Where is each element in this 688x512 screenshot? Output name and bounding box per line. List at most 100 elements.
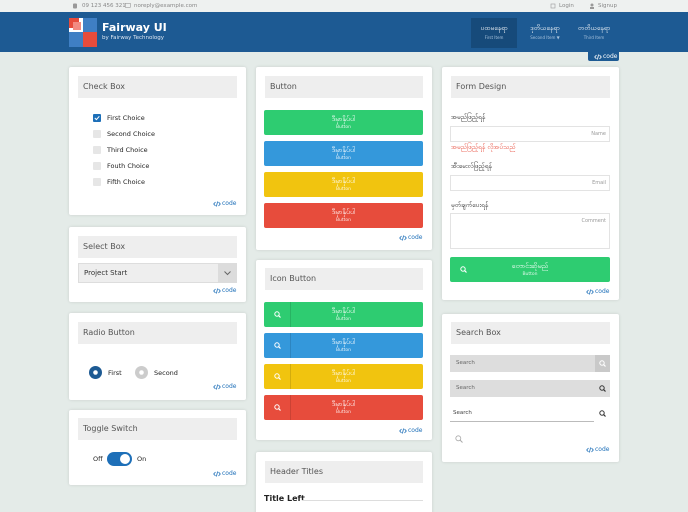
code-link[interactable]: code [408,234,423,241]
button[interactable] [264,302,423,327]
button[interactable] [264,172,423,197]
checkbox[interactable] [93,130,101,138]
button[interactable] [264,364,423,389]
button-label: ဒီမှာနှိပ်ပါ [331,307,356,315]
search-icon [274,404,281,411]
search-placeholder: Search [456,360,475,366]
search-button[interactable] [595,355,610,372]
nav-label[interactable]: တတိယနေရာ [577,24,611,32]
toggle-on: On [137,455,147,463]
email: noreply@example.com [134,3,198,9]
search-input[interactable] [450,405,594,422]
submit-button[interactable] [450,257,610,282]
search-icon [599,360,606,367]
button-sub: Button [335,187,352,192]
card-title: Check Box [78,76,237,98]
button-sub: Button [335,317,352,322]
code-link[interactable]: code [408,427,423,434]
form-label: မှတ်ချက်ပေးရန် [451,201,489,209]
card-title: Icon Button [265,268,423,290]
checkbox-label[interactable]: Third Choice [107,146,148,154]
search-icon [274,311,281,318]
logo [69,18,97,47]
signup[interactable]: Signup [598,3,617,9]
button-label: ဒီမှာနှိပ်ပါ [331,208,356,216]
card-title: Button [265,76,423,98]
search-icon [599,385,606,392]
card-title: Form Design [451,76,610,98]
code-link[interactable]: code [222,470,237,477]
code-icon [586,289,594,295]
checkbox-label[interactable]: Fifth Choice [107,178,145,186]
form-error: အမည်ဖြည့်ရန် လိုအပ်သည် [451,143,516,151]
button[interactable] [264,203,423,228]
icon-divider [290,302,291,327]
search-input[interactable] [450,355,610,372]
input[interactable] [450,175,610,191]
header [0,12,688,52]
button[interactable] [264,395,423,420]
code-icon [213,384,221,390]
button-label: ဒီမှာနှိပ်ပါ [331,369,356,377]
radio-label[interactable]: First [108,369,122,377]
search-icon [274,373,281,380]
code-button [588,52,619,61]
checkbox-label[interactable]: Fouth Choice [107,162,150,170]
icon-divider [290,364,291,389]
code-link[interactable]: code [595,446,610,453]
checkbox[interactable] [93,162,101,170]
code-link[interactable]: code [222,383,237,390]
checkbox[interactable] [93,146,101,154]
checkbox-label[interactable]: First Choice [107,114,145,122]
nav-label[interactable]: ဒုတိယနေရာ [530,24,560,32]
placeholder: Email [592,180,606,186]
select-arrow-box [218,263,237,283]
button-sub: Button [335,410,352,415]
checkbox[interactable] [93,178,101,186]
button-label: ဒီမှာနှိပ်ပါ [331,146,356,154]
button[interactable] [264,141,423,166]
card-title: Radio Button [78,322,237,344]
card-title: Toggle Switch [78,418,237,440]
top-bar [0,0,688,12]
icon-divider [290,395,291,420]
phone: 09 123 456 321 [82,3,126,9]
textarea[interactable] [450,213,610,249]
input[interactable] [450,126,610,142]
code-link[interactable]: code [595,288,610,295]
button-label: ဒီမှာနှိပ်ပါ [331,115,356,123]
button[interactable] [264,110,423,135]
button-sub: Button [335,218,352,223]
code-link[interactable]: code [222,287,237,294]
code-link[interactable]: code [603,52,618,60]
toggle-off: Off [93,455,103,463]
search-input[interactable] [450,380,610,397]
radio-label[interactable]: Second [154,369,178,377]
button-sub: Button [335,156,352,161]
search-icon [460,266,467,273]
login[interactable]: Login [559,3,574,9]
nav-sub: First Item [484,35,504,40]
nav-label[interactable]: ပထမနေရာ [480,24,508,32]
button-sub: Button [335,348,352,353]
nav-active [471,18,517,48]
icon-divider [290,333,291,358]
brand-subtitle: by Fairway Technology [102,35,164,41]
toggle-switch [107,452,132,466]
code-icon [399,235,407,241]
card-title: Header Titles [265,461,423,483]
button-label: ဒီမှာနှိပ်ပါ [331,400,356,408]
code-link[interactable]: code [222,200,237,207]
button-sub: Button [335,379,352,384]
search-placeholder: Search [456,385,475,391]
radio [135,366,148,379]
code-icon [213,288,221,294]
button[interactable] [264,333,423,358]
select-arrow [224,271,231,276]
checkbox-label[interactable]: Second Choice [107,130,156,138]
brand-title: Fairway UI [102,21,167,34]
code-icon [213,471,221,477]
nav-sub: Second Item ▼ [530,35,560,40]
nav-sub: Third Item [583,35,605,40]
